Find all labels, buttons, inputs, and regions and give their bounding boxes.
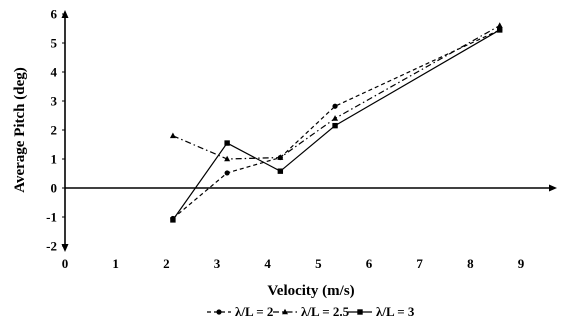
x-tick-label: 0 <box>62 256 69 271</box>
data-point-square <box>497 27 503 33</box>
y-tick-label: 1 <box>51 152 58 167</box>
x-tick-label: 9 <box>518 256 525 271</box>
legend: λ/L = 2 λ/L = 2.5 λ/L = 3 <box>207 304 415 319</box>
data-point-circle <box>332 103 338 109</box>
data-point-square <box>224 140 230 146</box>
zero-line-arrow <box>549 184 557 192</box>
y-axis-title: Average Pitch (deg) <box>12 67 28 193</box>
series-line <box>172 25 501 160</box>
x-tick-label: 7 <box>416 256 423 271</box>
data-point-triangle <box>332 115 339 121</box>
x-tick-label: 1 <box>112 256 119 271</box>
legend-label-3: λ/L = 3 <box>376 304 415 319</box>
data-point-square <box>332 122 338 129</box>
x-tick-label: 2 <box>163 256 170 271</box>
y-tick-label: 3 <box>51 94 58 109</box>
y-tick-label: 6 <box>51 7 58 22</box>
x-tick-label: 8 <box>467 256 474 271</box>
y-tick-label: 5 <box>51 36 58 51</box>
data-point-triangle <box>496 22 503 28</box>
legend-label-1: λ/L = 2 <box>235 304 273 319</box>
data-point-triangle <box>282 308 288 315</box>
data-point-triangle <box>169 132 176 139</box>
data-point-triangle <box>277 154 284 160</box>
data-point-square <box>277 168 284 174</box>
y-axis-arrow-bottom <box>61 244 69 252</box>
y-tick-label: -1 <box>46 210 57 225</box>
y-tick-label: 0 <box>51 181 58 196</box>
data-point-square <box>170 217 176 223</box>
y-tick-label: 2 <box>51 123 58 138</box>
series-3 <box>170 27 503 223</box>
x-tick-label: 5 <box>315 256 322 271</box>
y-tick-label: 4 <box>51 65 58 80</box>
data-point-triangle <box>224 155 231 162</box>
y-tick-label: -2 <box>46 239 57 254</box>
data-point-circle <box>216 309 222 315</box>
legend-label-2: λ/L = 2.5 <box>301 304 350 319</box>
series-2 <box>169 22 503 162</box>
series-layer <box>169 22 503 223</box>
x-axis-title: Velocity (m/s) <box>267 283 354 299</box>
data-point-square <box>357 309 363 315</box>
data-point-circle <box>224 170 230 176</box>
axes: 6 5 4 3 2 1 0 -1 -2 0 1 2 3 4 5 6 7 8 9 <box>46 7 557 271</box>
x-tick-label: 3 <box>214 256 221 271</box>
x-tick-label: 4 <box>264 256 271 271</box>
x-tick-label: 6 <box>366 256 373 271</box>
